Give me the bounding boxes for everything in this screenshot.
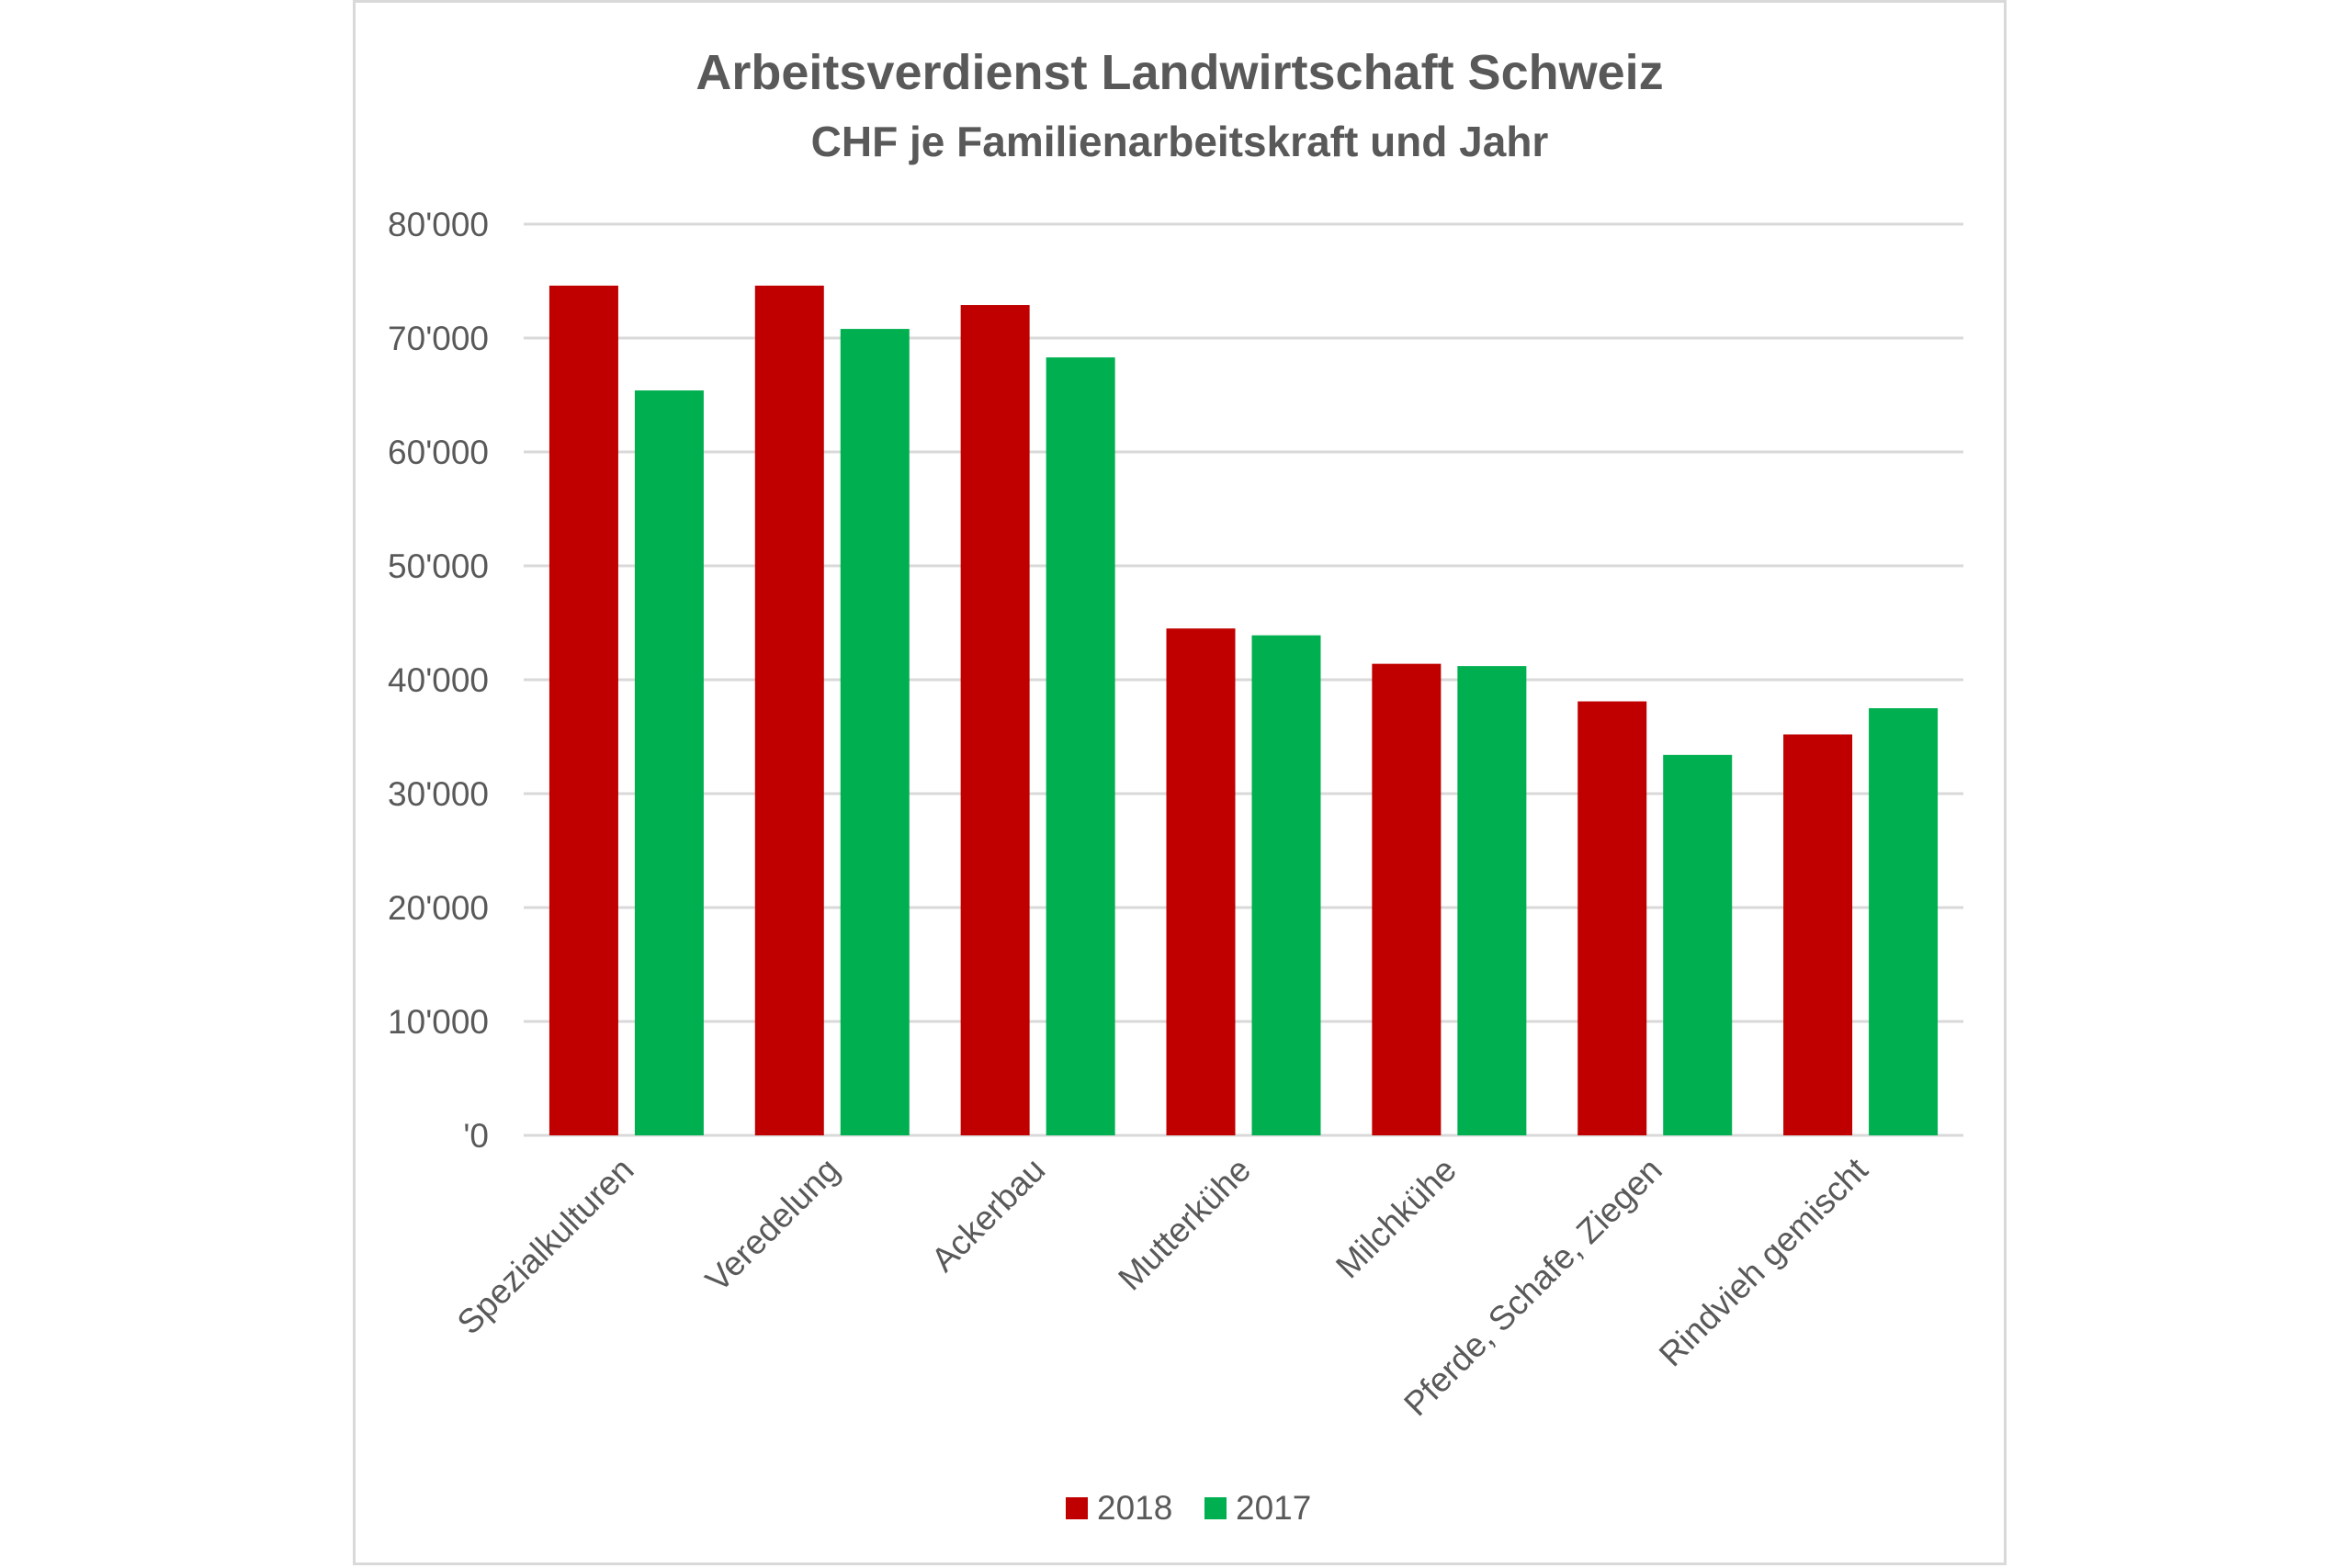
y-tick-label: 10'000: [388, 1003, 489, 1041]
bar-2017-2: [1046, 357, 1115, 1136]
y-tick-label: 70'000: [388, 320, 489, 357]
y-tick-label: 80'000: [388, 206, 489, 243]
bar-2017-1: [840, 329, 910, 1136]
legend-label-2018: 2018: [1097, 1489, 1172, 1527]
bars: [548, 285, 1939, 1136]
chart-title: Arbeitsverdienst Landwirtschaft Schweiz: [695, 45, 1663, 100]
x-tick-label: Spezialkulturen: [450, 1151, 641, 1342]
bar-2017-5: [1663, 754, 1733, 1135]
x-tick-label: Mutterkühe: [1111, 1151, 1258, 1298]
y-tick-label: 20'000: [388, 889, 489, 927]
x-tick-label: Milchkühe: [1329, 1151, 1464, 1286]
bar-2017-6: [1869, 708, 1939, 1135]
gridlines: [524, 222, 1963, 1137]
bar-2018-6: [1783, 734, 1853, 1135]
y-axis-ticks: '0 10'000 20'000 30'000 40'000 50'000 60'000 70…: [388, 206, 489, 1155]
legend: 2018 2017: [1066, 1489, 1311, 1527]
legend-label-2017: 2017: [1236, 1489, 1311, 1527]
legend-swatch-2018: [1066, 1497, 1088, 1519]
y-tick-label: 60'000: [388, 434, 489, 471]
legend-swatch-2017: [1204, 1497, 1227, 1519]
bar-2018-5: [1577, 701, 1647, 1135]
y-tick-label: 40'000: [388, 661, 489, 699]
x-tick-label: Ackerbau: [924, 1151, 1053, 1280]
bar-2017-4: [1457, 666, 1527, 1135]
bar-2018-0: [548, 285, 618, 1136]
bar-2017-0: [634, 390, 704, 1135]
chart-subtitle: CHF je Familienarbeitskraft und Jahr: [811, 118, 1549, 165]
bar-2018-1: [754, 285, 824, 1136]
x-tick-label: Rindvieh gemischt: [1652, 1150, 1875, 1373]
x-tick-label: Veredelung: [698, 1151, 846, 1299]
y-tick-label: 50'000: [388, 547, 489, 585]
bar-2018-3: [1166, 628, 1236, 1135]
bar-2018-4: [1372, 663, 1442, 1135]
bar-2017-3: [1251, 635, 1321, 1135]
y-tick-label: 30'000: [388, 775, 489, 813]
bar-2018-2: [960, 305, 1030, 1135]
y-tick-label: '0: [463, 1117, 489, 1155]
x-axis-ticks: Spezialkulturen Veredelung Ackerbau Mutterk…: [450, 1150, 1876, 1423]
